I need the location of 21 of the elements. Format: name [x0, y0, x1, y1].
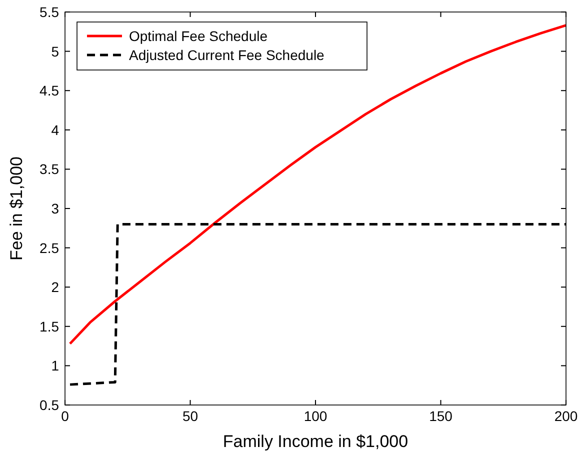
- y-tick-label: 2: [51, 279, 60, 296]
- x-tick-label: 50: [182, 408, 198, 424]
- y-tick-label: 3: [51, 200, 60, 216]
- y-tick-label: 0.5: [40, 397, 60, 413]
- y-tick-label: 1.5: [40, 318, 60, 334]
- legend-label: Adjusted Current Fee Schedule: [129, 47, 325, 63]
- y-tick-label: 4: [51, 122, 60, 138]
- y-tick-label: 5: [51, 43, 60, 60]
- y-tick-label: 2.5: [40, 240, 60, 256]
- y-axis-title: Fee in $1,000: [7, 156, 26, 260]
- line-series: [68, 24, 568, 345]
- x-tick-label: 100: [304, 408, 328, 424]
- y-tick-label: 4.5: [40, 82, 60, 99]
- x-tick-label: 150: [429, 408, 453, 424]
- x-tick-label: 0: [61, 408, 70, 424]
- y-tick-label: 3.5: [40, 161, 60, 178]
- x-tick-label: 200: [554, 408, 578, 424]
- x-axis-title: Family Income in $1,000: [222, 432, 408, 451]
- y-tick-label: 5.5: [40, 4, 60, 20]
- y-tick-label: 1: [51, 358, 60, 374]
- legend-label: Optimal Fee Schedule: [129, 28, 268, 44]
